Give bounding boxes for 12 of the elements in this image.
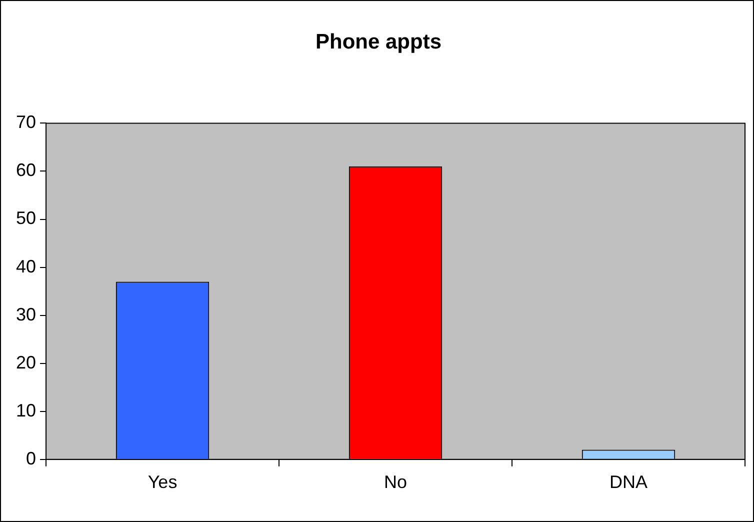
- y-tick-label: 0: [26, 448, 36, 468]
- y-tick-label: 30: [16, 304, 36, 324]
- y-tick-label: 20: [16, 352, 36, 372]
- y-tick-label: 40: [16, 256, 36, 276]
- y-tick-label: 70: [16, 112, 36, 132]
- chart-title: Phone appts: [315, 30, 442, 54]
- y-tick-label: 10: [16, 400, 36, 420]
- y-tick-label: 50: [16, 208, 36, 228]
- y-tick-label: 60: [16, 160, 36, 180]
- x-tick-label: Yes: [148, 472, 178, 492]
- x-tick-label: No: [384, 472, 408, 492]
- x-tick-label: DNA: [609, 472, 648, 492]
